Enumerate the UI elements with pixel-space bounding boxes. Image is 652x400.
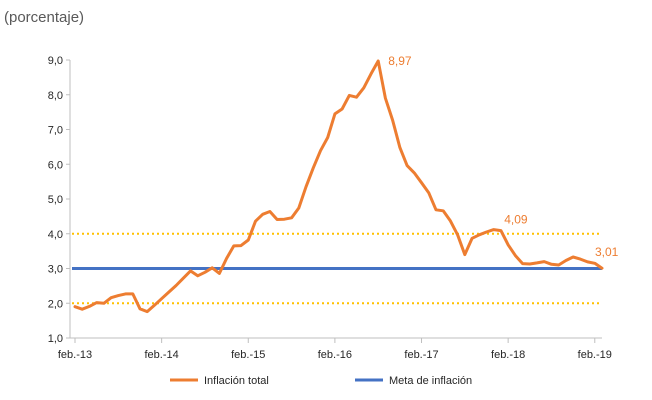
y-tick-label: 3,0	[48, 264, 63, 276]
data-label: 8,97	[388, 54, 412, 68]
x-tick-label: feb.-13	[58, 349, 92, 361]
y-tick-label: 8,0	[48, 90, 63, 102]
data-label: 4,09	[504, 213, 528, 227]
legend-label: Inflación total	[204, 375, 269, 387]
data-label: 3,01	[595, 245, 619, 259]
y-tick-label: 2,0	[48, 298, 63, 310]
y-tick-label: 6,0	[48, 159, 63, 171]
x-tick-label: feb.-17	[404, 349, 438, 361]
y-tick-label: 9,0	[48, 55, 63, 67]
y-tick-label: 5,0	[48, 194, 63, 206]
x-tick-label: feb.-18	[491, 349, 525, 361]
x-tick-label: feb.-16	[318, 349, 352, 361]
y-tick-label: 4,0	[48, 229, 63, 241]
legend-label: Meta de inflación	[389, 375, 472, 387]
chart-subtitle: (porcentaje)	[4, 9, 84, 26]
x-tick-label: feb.-14	[145, 349, 179, 361]
y-tick-label: 7,0	[48, 125, 63, 137]
x-tick-label: feb.-19	[578, 349, 612, 361]
x-tick-label: feb.-15	[231, 349, 265, 361]
inflation-line	[73, 59, 604, 314]
y-tick-label: 1,0	[48, 333, 63, 345]
